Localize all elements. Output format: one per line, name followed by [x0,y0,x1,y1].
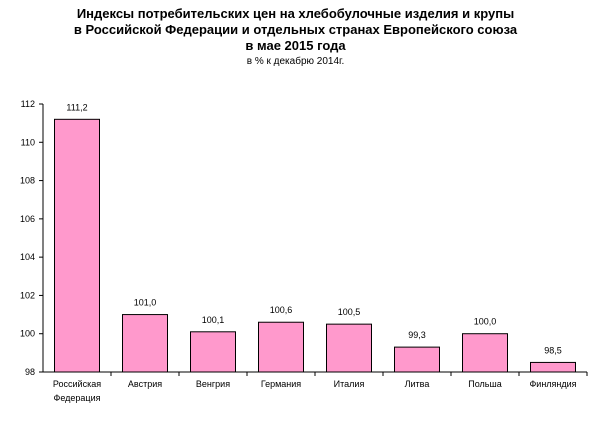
chart-subtitle: в % к декабрю 2014г. [246,56,345,67]
data-label: 98,5 [544,345,562,355]
category-label: Польша [468,379,501,389]
y-tick-label: 104 [20,252,35,262]
data-label: 100,6 [270,305,293,315]
y-tick-label: 100 [20,329,35,339]
category-label: Литва [405,379,430,389]
bar [54,118,100,373]
category-label: Германия [261,379,301,389]
bar [462,333,508,373]
bar [258,321,304,373]
y-tick-label: 112 [21,99,35,109]
chart-title-line-3: в мае 2015 года [245,38,346,53]
category-label: Венгрия [196,379,230,389]
category-label: Федерация [54,393,101,403]
bar [326,323,372,373]
data-label: 100,0 [474,317,497,327]
category-label: Финляндия [529,379,576,389]
data-label: 99,3 [408,330,426,340]
data-label: 111,2 [66,102,87,112]
y-tick-label: 98 [25,367,35,377]
y-tick-label: 102 [20,290,35,300]
chart-title-block: Индексы потребительских цен на хлебобуло… [0,6,591,69]
y-tick-label: 106 [20,214,35,224]
category-label: Австрия [128,379,162,389]
bar [530,361,576,373]
data-label: 100,5 [338,307,361,317]
category-label: Российская [53,379,101,389]
chart-title-line-1: Индексы потребительских цен на хлебобуло… [76,6,515,21]
bar [394,346,440,373]
y-tick-label: 110 [21,137,35,147]
chart-title-line-2: в Российской Федерации и отдельных стран… [73,22,518,37]
y-tick-label: 108 [20,176,35,186]
category-label: Италия [334,379,365,389]
bar [122,314,168,373]
data-label: 101,0 [134,298,157,308]
data-label: 100,1 [202,315,225,325]
bar [190,331,236,373]
